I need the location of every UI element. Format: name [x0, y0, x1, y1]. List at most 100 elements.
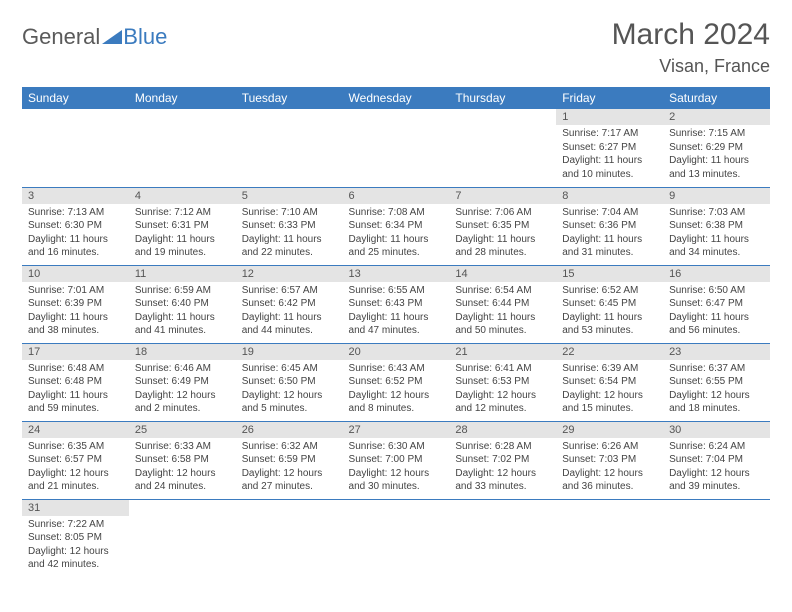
calendar-cell: 5Sunrise: 7:10 AMSunset: 6:33 PMDaylight… [236, 187, 343, 265]
day-detail-line: and 36 minutes. [562, 480, 657, 494]
day-detail-line: Sunrise: 7:15 AM [669, 127, 764, 141]
calendar-cell: 18Sunrise: 6:46 AMSunset: 6:49 PMDayligh… [129, 343, 236, 421]
day-details: Sunrise: 7:01 AMSunset: 6:39 PMDaylight:… [22, 282, 129, 342]
day-detail-line: Daylight: 12 hours [135, 467, 230, 481]
day-details: Sunrise: 7:06 AMSunset: 6:35 PMDaylight:… [449, 204, 556, 264]
day-detail-line: Sunset: 6:43 PM [349, 297, 444, 311]
title-block: March 2024 Visan, France [612, 18, 770, 77]
day-number: 23 [663, 344, 770, 360]
day-number: 12 [236, 266, 343, 282]
calendar-cell: 2Sunrise: 7:15 AMSunset: 6:29 PMDaylight… [663, 109, 770, 187]
day-detail-line: Sunrise: 6:46 AM [135, 362, 230, 376]
day-details: Sunrise: 6:43 AMSunset: 6:52 PMDaylight:… [343, 360, 450, 420]
day-detail-line: Sunset: 6:53 PM [455, 375, 550, 389]
calendar-week-row: 1Sunrise: 7:17 AMSunset: 6:27 PMDaylight… [22, 109, 770, 187]
day-details: Sunrise: 7:22 AMSunset: 8:05 PMDaylight:… [22, 516, 129, 576]
day-detail-line: Sunrise: 6:26 AM [562, 440, 657, 454]
day-detail-line: Sunrise: 7:04 AM [562, 206, 657, 220]
day-detail-line: Sunrise: 7:12 AM [135, 206, 230, 220]
day-number: 28 [449, 422, 556, 438]
calendar-cell: 11Sunrise: 6:59 AMSunset: 6:40 PMDayligh… [129, 265, 236, 343]
day-detail-line: Sunset: 7:04 PM [669, 453, 764, 467]
day-detail-line: Daylight: 12 hours [349, 389, 444, 403]
calendar-cell: 3Sunrise: 7:13 AMSunset: 6:30 PMDaylight… [22, 187, 129, 265]
day-detail-line: and 38 minutes. [28, 324, 123, 338]
day-details: Sunrise: 6:59 AMSunset: 6:40 PMDaylight:… [129, 282, 236, 342]
day-detail-line: Sunset: 6:48 PM [28, 375, 123, 389]
day-number: 9 [663, 188, 770, 204]
day-detail-line: Daylight: 11 hours [242, 311, 337, 325]
calendar-cell: 25Sunrise: 6:33 AMSunset: 6:58 PMDayligh… [129, 421, 236, 499]
day-details: Sunrise: 6:24 AMSunset: 7:04 PMDaylight:… [663, 438, 770, 498]
day-details: Sunrise: 6:35 AMSunset: 6:57 PMDaylight:… [22, 438, 129, 498]
day-number: 18 [129, 344, 236, 360]
day-detail-line: Daylight: 11 hours [135, 311, 230, 325]
calendar-cell [343, 499, 450, 577]
calendar-cell [236, 499, 343, 577]
day-number: 19 [236, 344, 343, 360]
day-details: Sunrise: 6:39 AMSunset: 6:54 PMDaylight:… [556, 360, 663, 420]
day-detail-line: and 50 minutes. [455, 324, 550, 338]
day-number: 10 [22, 266, 129, 282]
calendar-cell [556, 499, 663, 577]
day-number: 13 [343, 266, 450, 282]
day-detail-line: Sunset: 7:00 PM [349, 453, 444, 467]
day-detail-line: and 42 minutes. [28, 558, 123, 572]
calendar-cell: 6Sunrise: 7:08 AMSunset: 6:34 PMDaylight… [343, 187, 450, 265]
day-number: 11 [129, 266, 236, 282]
day-detail-line: and 19 minutes. [135, 246, 230, 260]
calendar-cell: 10Sunrise: 7:01 AMSunset: 6:39 PMDayligh… [22, 265, 129, 343]
day-detail-line: Sunset: 6:39 PM [28, 297, 123, 311]
calendar-cell [236, 109, 343, 187]
day-details: Sunrise: 6:48 AMSunset: 6:48 PMDaylight:… [22, 360, 129, 420]
day-number: 14 [449, 266, 556, 282]
calendar-cell: 28Sunrise: 6:28 AMSunset: 7:02 PMDayligh… [449, 421, 556, 499]
day-detail-line: Daylight: 12 hours [28, 545, 123, 559]
day-detail-line: Sunrise: 6:52 AM [562, 284, 657, 298]
day-number: 5 [236, 188, 343, 204]
calendar-cell: 9Sunrise: 7:03 AMSunset: 6:38 PMDaylight… [663, 187, 770, 265]
day-number: 29 [556, 422, 663, 438]
day-detail-line: Daylight: 12 hours [349, 467, 444, 481]
day-detail-line: Sunrise: 6:39 AM [562, 362, 657, 376]
logo-text-2: Blue [123, 24, 167, 50]
day-detail-line: Sunrise: 7:08 AM [349, 206, 444, 220]
day-detail-line: Sunrise: 6:50 AM [669, 284, 764, 298]
day-details: Sunrise: 7:08 AMSunset: 6:34 PMDaylight:… [343, 204, 450, 264]
day-detail-line: Daylight: 11 hours [28, 311, 123, 325]
day-detail-line: Sunrise: 6:30 AM [349, 440, 444, 454]
calendar-cell [129, 499, 236, 577]
day-details: Sunrise: 6:41 AMSunset: 6:53 PMDaylight:… [449, 360, 556, 420]
day-number: 1 [556, 109, 663, 125]
day-detail-line: and 31 minutes. [562, 246, 657, 260]
day-detail-line: Daylight: 12 hours [135, 389, 230, 403]
day-number: 21 [449, 344, 556, 360]
day-detail-line: Daylight: 11 hours [562, 154, 657, 168]
day-number: 22 [556, 344, 663, 360]
day-number: 27 [343, 422, 450, 438]
logo: General Blue [22, 24, 167, 50]
day-detail-line: and 12 minutes. [455, 402, 550, 416]
calendar-week-row: 24Sunrise: 6:35 AMSunset: 6:57 PMDayligh… [22, 421, 770, 499]
header: General Blue March 2024 Visan, France [22, 18, 770, 77]
day-detail-line: Sunset: 6:58 PM [135, 453, 230, 467]
day-details: Sunrise: 6:55 AMSunset: 6:43 PMDaylight:… [343, 282, 450, 342]
calendar-cell: 19Sunrise: 6:45 AMSunset: 6:50 PMDayligh… [236, 343, 343, 421]
calendar-cell: 17Sunrise: 6:48 AMSunset: 6:48 PMDayligh… [22, 343, 129, 421]
day-detail-line: Sunset: 6:40 PM [135, 297, 230, 311]
day-detail-line: and 2 minutes. [135, 402, 230, 416]
day-detail-line: and 21 minutes. [28, 480, 123, 494]
day-detail-line: Daylight: 12 hours [562, 389, 657, 403]
day-detail-line: Sunset: 6:57 PM [28, 453, 123, 467]
calendar-cell: 16Sunrise: 6:50 AMSunset: 6:47 PMDayligh… [663, 265, 770, 343]
calendar-cell [449, 499, 556, 577]
day-detail-line: Daylight: 12 hours [562, 467, 657, 481]
day-detail-line: Sunset: 6:38 PM [669, 219, 764, 233]
day-detail-line: and 56 minutes. [669, 324, 764, 338]
day-number: 8 [556, 188, 663, 204]
day-details: Sunrise: 7:17 AMSunset: 6:27 PMDaylight:… [556, 125, 663, 185]
day-detail-line: Sunset: 6:30 PM [28, 219, 123, 233]
day-detail-line: Sunrise: 6:43 AM [349, 362, 444, 376]
day-detail-line: and 33 minutes. [455, 480, 550, 494]
day-details: Sunrise: 6:32 AMSunset: 6:59 PMDaylight:… [236, 438, 343, 498]
